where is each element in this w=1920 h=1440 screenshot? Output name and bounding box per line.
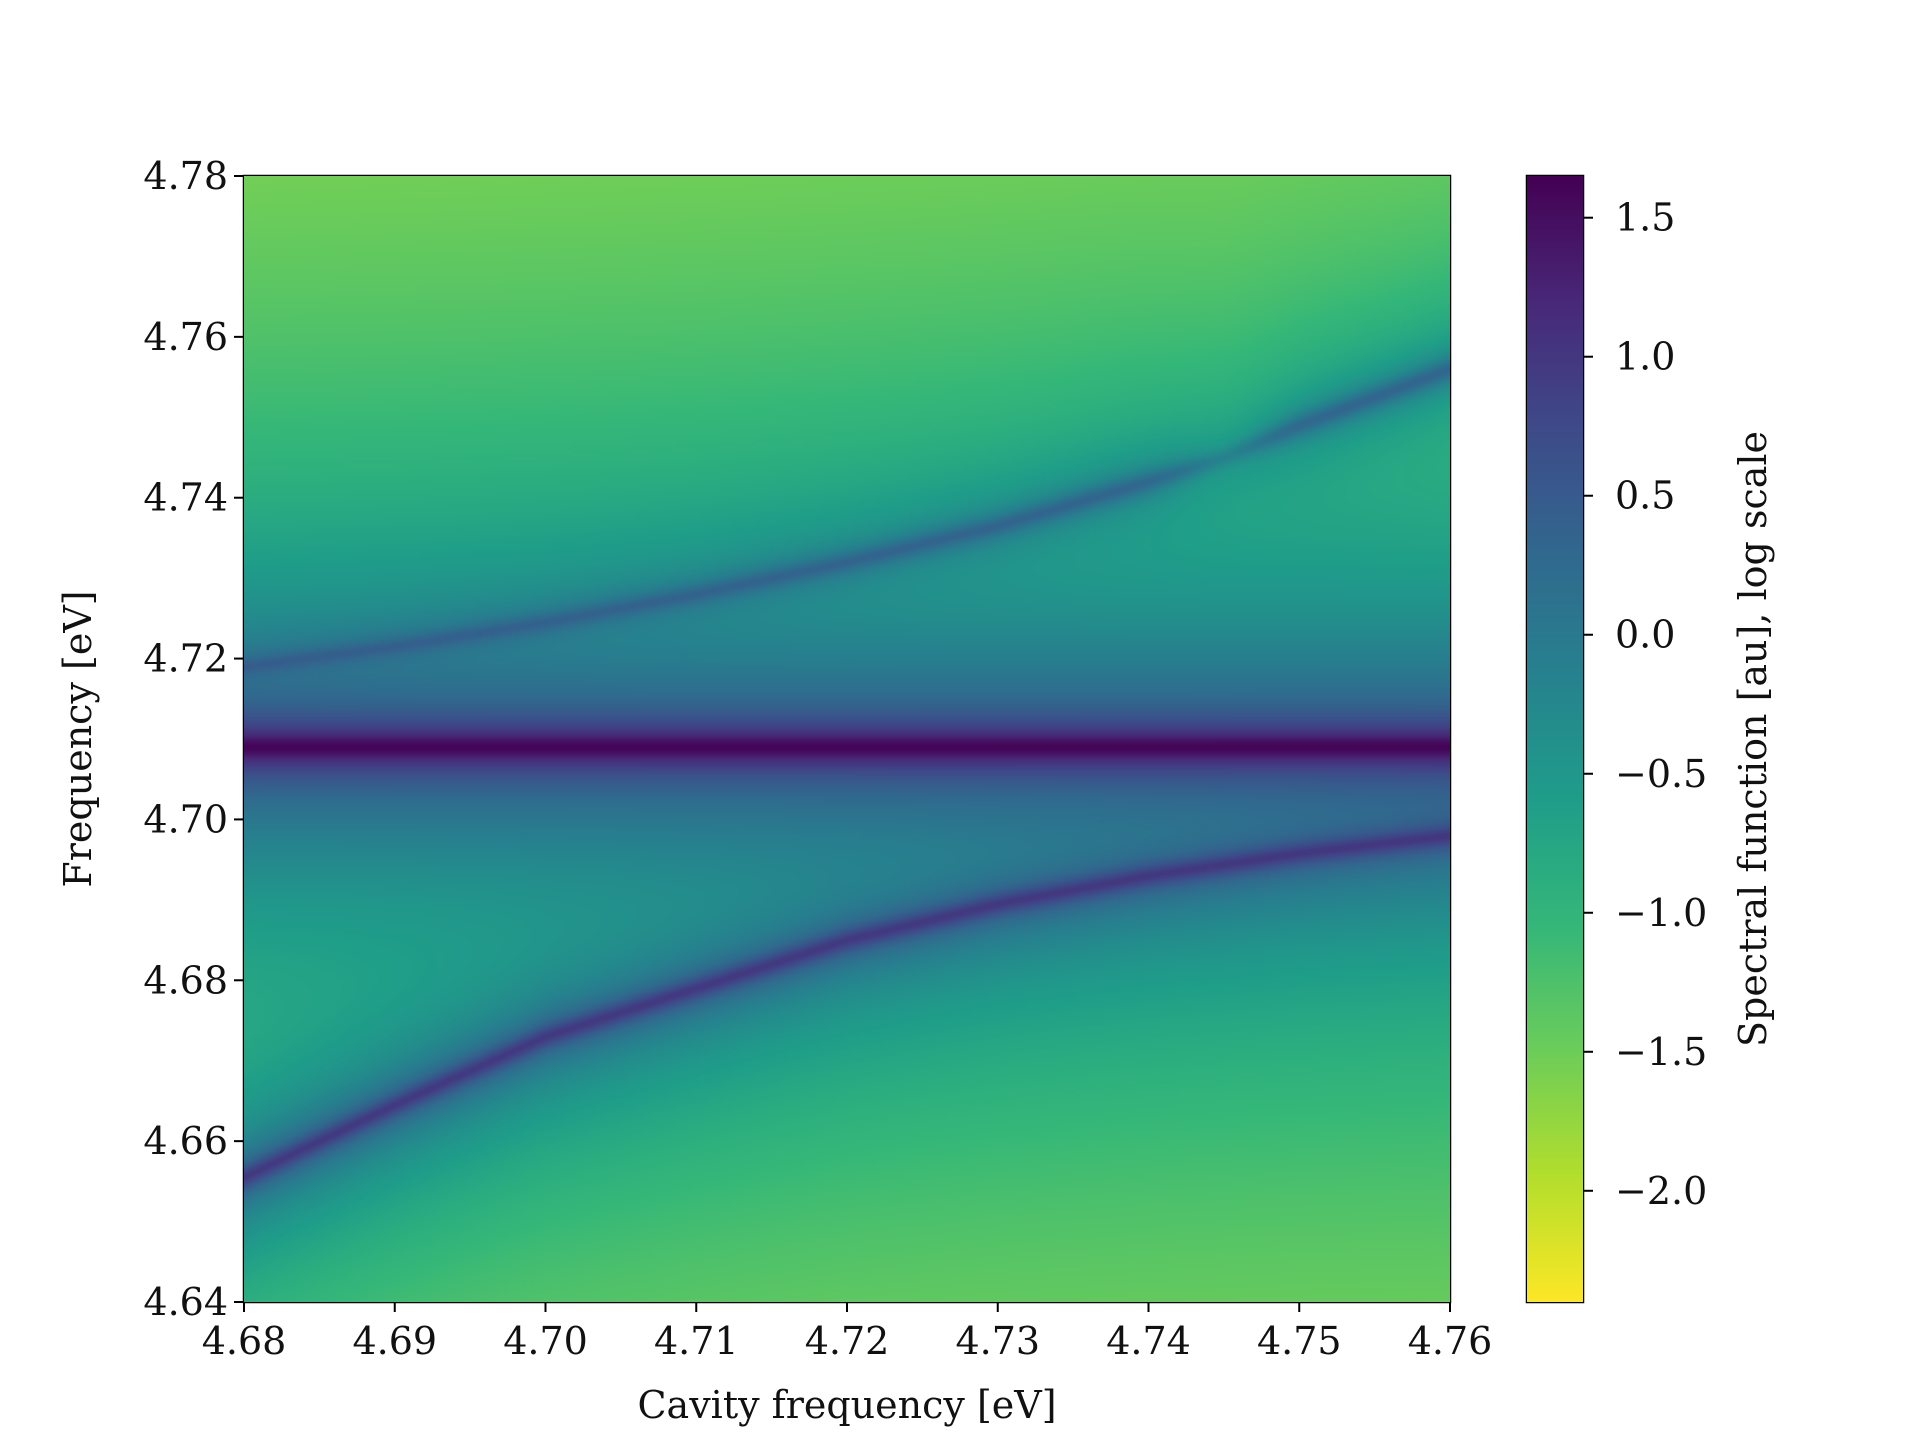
y-tick-label: 4.78 (143, 154, 228, 198)
x-tick-label: 4.76 (1408, 1319, 1493, 1363)
y-axis-ticks: 4.64 4.66 4.68 4.70 4.72 4.74 4.76 4.78 (143, 154, 244, 1324)
colorbar-ticks: 1.5 1.0 0.5 0.0 −0.5 −1.0 −1.5 −2.0 (1583, 196, 1707, 1213)
x-tick-label: 4.71 (654, 1319, 739, 1363)
colorbar-gradient (1527, 176, 1583, 1302)
colorbar-label: Spectral function [au], log scale (1731, 431, 1775, 1047)
x-tick-label: 4.69 (352, 1319, 437, 1363)
y-axis-label: Frequency [eV] (56, 590, 100, 887)
colorbar-tick-label: −0.5 (1615, 752, 1707, 796)
y-tick-label: 4.66 (143, 1119, 228, 1163)
x-tick-label: 4.74 (1106, 1319, 1191, 1363)
x-tick-label: 4.75 (1257, 1319, 1342, 1363)
y-tick-label: 4.68 (143, 958, 228, 1002)
colorbar-tick-label: 0.0 (1615, 613, 1675, 657)
x-tick-label: 4.72 (805, 1319, 890, 1363)
colorbar-tick-label: 1.0 (1615, 335, 1675, 379)
heatmap-image (244, 176, 1450, 1302)
colorbar-tick-label: −1.5 (1615, 1030, 1707, 1074)
colorbar-tick-label: 1.5 (1615, 196, 1675, 240)
colorbar-tick-label: 0.5 (1615, 474, 1675, 518)
x-tick-label: 4.68 (202, 1319, 287, 1363)
x-axis-label: Cavity frequency [eV] (637, 1383, 1056, 1427)
x-tick-label: 4.73 (955, 1319, 1040, 1363)
y-tick-label: 4.70 (143, 797, 228, 841)
y-tick-label: 4.72 (143, 637, 228, 681)
y-tick-label: 4.74 (143, 476, 228, 520)
colorbar-tick-label: −1.0 (1615, 891, 1707, 935)
y-tick-label: 4.64 (143, 1280, 228, 1324)
x-axis-ticks: 4.68 4.69 4.70 4.71 4.72 4.73 4.74 4.75 4.76 (202, 1302, 1493, 1363)
x-tick-label: 4.70 (503, 1319, 588, 1363)
colorbar-tick-label: −2.0 (1615, 1169, 1707, 1213)
y-tick-label: 4.76 (143, 315, 228, 359)
